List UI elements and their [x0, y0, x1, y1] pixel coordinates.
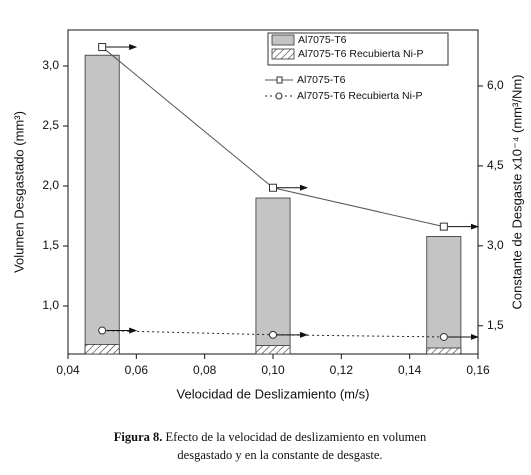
y2-tick-label: 3,0 [487, 238, 504, 252]
legend-marker [275, 92, 283, 100]
bar [426, 347, 462, 355]
x-axis-label: Velocidad de Deslizamiento (m/s) [177, 386, 370, 401]
marker [269, 330, 277, 339]
y2-tick-label: 1,5 [487, 318, 504, 332]
bar [84, 343, 120, 355]
marker [269, 183, 277, 192]
marker [98, 326, 107, 335]
x-tick-label: 0,10 [261, 363, 285, 377]
legend-marker [276, 76, 283, 84]
legend-swatch [271, 48, 295, 60]
legend-label: Al7075-T6 [297, 74, 346, 86]
y-tick-label: 1,0 [42, 298, 59, 312]
caption: Figura 8. Efecto de la velocidad de desl… [114, 430, 427, 444]
legend-label: Al7075-T6 Recubierta Ni-P [298, 48, 423, 60]
bar [255, 345, 291, 355]
x-tick-label: 0,14 [398, 363, 422, 377]
y-tick-label: 2,0 [42, 178, 59, 192]
x-tick-label: 0,06 [125, 363, 149, 377]
x-tick-label: 0,12 [330, 363, 354, 377]
x-tick-label: 0,08 [193, 363, 217, 377]
y-axis-label: Volumen Desgastado (mm³) [11, 111, 26, 273]
y2-tick-label: 4,5 [487, 158, 504, 172]
legend-box [267, 32, 449, 66]
y-tick-label: 1,5 [42, 238, 59, 252]
legend-label: Al7075-T6 Recubierta Ni-P [297, 90, 422, 102]
bar [255, 197, 291, 355]
y-tick-label: 2,5 [42, 118, 59, 132]
legend-label: Al7075-T6 [298, 34, 347, 46]
y2-axis-label: Constante de Desgaste x10⁻⁴ (mm³/Nm) [509, 75, 524, 310]
legend-swatch [271, 34, 295, 46]
marker [98, 43, 107, 52]
caption-line: Efecto de la velocidad de deslizamiento … [166, 430, 427, 444]
marker [439, 222, 448, 231]
y-tick-label: 3,0 [42, 58, 59, 72]
bar [84, 54, 120, 355]
caption-label: Figura 8. [114, 430, 163, 444]
x-tick-label: 0,04 [56, 363, 80, 377]
x-tick-label: 0,16 [466, 363, 490, 377]
marker [439, 332, 448, 341]
y2-tick-label: 6,0 [487, 78, 504, 92]
caption-line: desgastado y en la constante de desgaste… [177, 448, 382, 462]
